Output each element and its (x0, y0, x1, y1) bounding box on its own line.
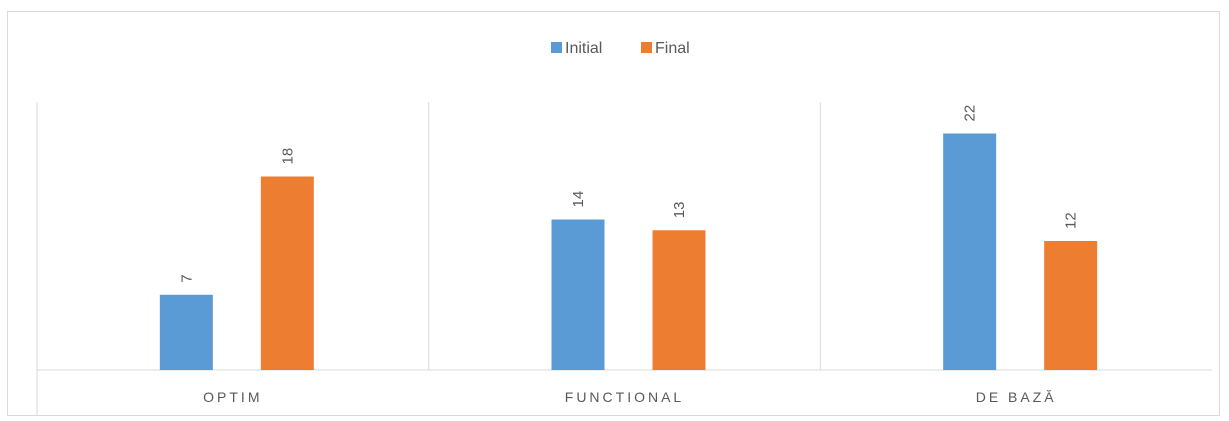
bar-initial-functional (551, 219, 605, 370)
bar-initial-de-baz (943, 133, 997, 370)
legend-label-initial: Initial (565, 40, 602, 57)
x-tick-label-functional: FUNCTIONAL (565, 389, 684, 405)
legend-label-final: Final (655, 40, 690, 57)
data-label-initial-optim: 7 (178, 274, 195, 282)
x-tick-label-optim: OPTIM (203, 389, 262, 405)
bar-initial-optim (159, 294, 213, 370)
data-label-final-de-baz: 12 (1063, 212, 1080, 229)
legend-swatch-initial (551, 42, 562, 53)
data-label-initial-functional: 14 (570, 191, 587, 208)
x-tick-label-de-baz: DE BAZĂ (976, 389, 1057, 405)
bar-final-de-baz (1044, 241, 1098, 370)
bar-final-optim (260, 176, 314, 370)
legend-swatch-final (641, 42, 652, 53)
data-label-initial-de-baz: 22 (962, 105, 979, 122)
data-label-final-functional: 13 (671, 202, 688, 219)
bar-final-functional (652, 230, 706, 370)
data-label-final-optim: 18 (279, 148, 296, 165)
